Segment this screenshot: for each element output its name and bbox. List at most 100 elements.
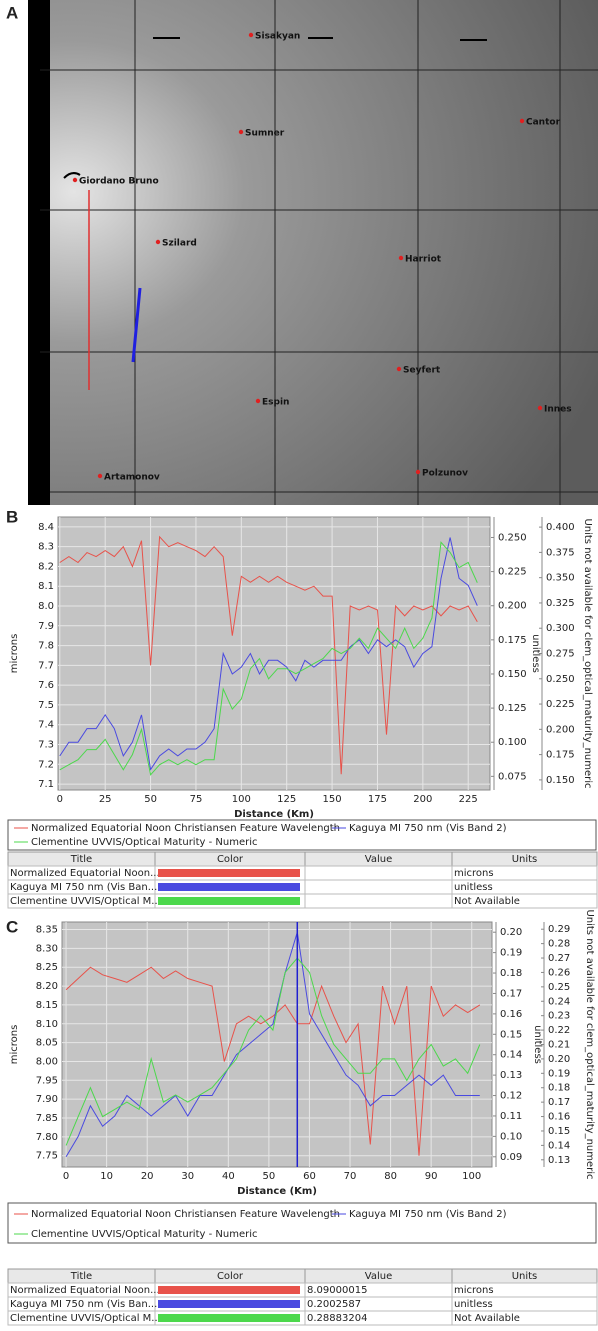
crater-label: Sisakyan xyxy=(255,32,300,42)
table-header: Color xyxy=(217,854,244,865)
x-tick-label: 50 xyxy=(144,794,157,805)
legend-label: Clementine UVVIS/Optical Maturity - Nume… xyxy=(31,837,258,848)
table-cell xyxy=(451,893,598,909)
legend xyxy=(7,1202,597,1244)
y2-tick-label: 0.13 xyxy=(500,1070,522,1081)
x-tick-label: 100 xyxy=(462,1171,481,1182)
y-tick-label: 8.3 xyxy=(38,542,54,553)
crater-label: Cantor xyxy=(526,118,561,128)
table-cell xyxy=(304,893,453,909)
y3-tick-label: 0.24 xyxy=(548,996,570,1007)
color-swatch xyxy=(158,869,300,877)
series-line xyxy=(59,535,478,775)
y3-tick-label: 0.350 xyxy=(546,573,575,584)
table-cell xyxy=(451,1310,598,1326)
y3-tick-label: 0.19 xyxy=(548,1068,570,1079)
y-tick-label: 7.1 xyxy=(38,779,54,790)
y-tick-label: 7.3 xyxy=(38,740,54,751)
x-tick-label: 40 xyxy=(222,1171,235,1182)
x-axis-label: Distance (Km) xyxy=(237,1186,317,1197)
y2-tick-label: 0.16 xyxy=(500,1009,522,1020)
legend xyxy=(7,819,597,851)
y-tick-label: 8.30 xyxy=(36,943,58,954)
y3-tick-label: 0.20 xyxy=(548,1054,570,1065)
y2-tick-label: 0.11 xyxy=(500,1111,522,1122)
y-tick-label: 7.9 xyxy=(38,621,54,632)
crater-label: Artamonov xyxy=(104,473,160,483)
y-tick-label: 8.1 xyxy=(38,581,54,592)
y-tick-label: 8.00 xyxy=(36,1056,58,1067)
y-tick-label: 8.25 xyxy=(36,962,58,973)
crater-dot xyxy=(537,405,543,411)
y3-axis-label: Units not available for clem_optical_mat… xyxy=(584,909,595,1179)
y3-tick-label: 0.18 xyxy=(548,1083,570,1094)
y2-tick-label: 0.14 xyxy=(500,1050,522,1061)
table-units: Not Available xyxy=(454,896,520,907)
image-edge xyxy=(28,0,50,505)
y2-tick-label: 0.12 xyxy=(500,1091,522,1102)
x-tick-label: 80 xyxy=(384,1171,397,1182)
y2-tick-label: 0.19 xyxy=(500,948,522,959)
y-tick-label: 8.4 xyxy=(38,522,54,533)
color-swatch xyxy=(158,897,300,905)
panel-label: C xyxy=(6,917,18,936)
y3-tick-label: 0.175 xyxy=(546,750,575,761)
table-header: Units xyxy=(512,854,538,865)
series-line xyxy=(65,966,481,1156)
y3-tick-label: 0.23 xyxy=(548,1011,570,1022)
table-header: Value xyxy=(365,1271,392,1282)
profile-c xyxy=(131,287,142,363)
x-tick-label: 150 xyxy=(323,794,342,805)
y-axis-label: microns xyxy=(9,1025,20,1065)
x-tick-label: 0 xyxy=(57,794,63,805)
panel-label: A xyxy=(6,3,18,22)
table-value: 8.09000015 xyxy=(307,1285,367,1296)
y-tick-label: 7.7 xyxy=(38,660,54,671)
x-tick-label: 175 xyxy=(368,794,387,805)
crater-label: Giordano Bruno xyxy=(79,177,159,187)
y-tick-label: 7.5 xyxy=(38,700,54,711)
table-title: Clementine UVVIS/Optical M... xyxy=(10,896,161,907)
y3-tick-label: 0.16 xyxy=(548,1112,570,1123)
y-tick-label: 7.4 xyxy=(38,720,54,731)
crater-dot xyxy=(155,239,161,245)
crater-dot xyxy=(519,118,525,124)
y2-tick-label: 0.100 xyxy=(498,737,527,748)
x-axis-label: Distance (Km) xyxy=(234,809,314,820)
y2-tick-label: 0.250 xyxy=(498,532,527,543)
crater-label: Szilard xyxy=(162,239,197,249)
crater-dot xyxy=(72,177,78,183)
crater-dot xyxy=(255,398,261,404)
y3-tick-label: 0.25 xyxy=(548,982,570,993)
table-units: unitless xyxy=(454,1299,493,1310)
y-tick-label: 7.2 xyxy=(38,759,54,770)
x-tick-label: 0 xyxy=(63,1171,69,1182)
crater-label: Polzunov xyxy=(422,469,468,479)
y3-tick-label: 0.15 xyxy=(548,1126,570,1137)
plot-area xyxy=(57,516,491,791)
legend-label: Kaguya MI 750 nm (Vis Band 2) xyxy=(349,823,507,834)
table-units: unitless xyxy=(454,882,493,893)
x-tick-label: 25 xyxy=(99,794,112,805)
y-tick-label: 8.10 xyxy=(36,1019,58,1030)
y-tick-label: 7.80 xyxy=(36,1132,58,1143)
y2-tick-label: 0.175 xyxy=(498,635,527,646)
table-title: Kaguya MI 750 nm (Vis Ban... xyxy=(10,882,157,893)
y3-tick-label: 0.22 xyxy=(548,1025,570,1036)
table-title: Normalized Equatorial Noon... xyxy=(10,868,160,879)
x-tick-label: 70 xyxy=(344,1171,357,1182)
table-header: Title xyxy=(70,854,92,865)
legend-label: Normalized Equatorial Noon Christiansen … xyxy=(31,1209,340,1220)
y3-tick-label: 0.250 xyxy=(546,674,575,685)
y3-tick-label: 0.200 xyxy=(546,724,575,735)
crater-dot xyxy=(97,473,103,479)
y2-tick-label: 0.10 xyxy=(500,1131,522,1142)
legend-label: Kaguya MI 750 nm (Vis Band 2) xyxy=(349,1209,507,1220)
table-header: Units xyxy=(512,1271,538,1282)
table-units: microns xyxy=(454,1285,494,1296)
crater-label: Espin xyxy=(262,398,289,408)
y-tick-label: 7.95 xyxy=(36,1075,58,1086)
y3-tick-label: 0.375 xyxy=(546,547,575,558)
plot-area xyxy=(61,921,493,1168)
